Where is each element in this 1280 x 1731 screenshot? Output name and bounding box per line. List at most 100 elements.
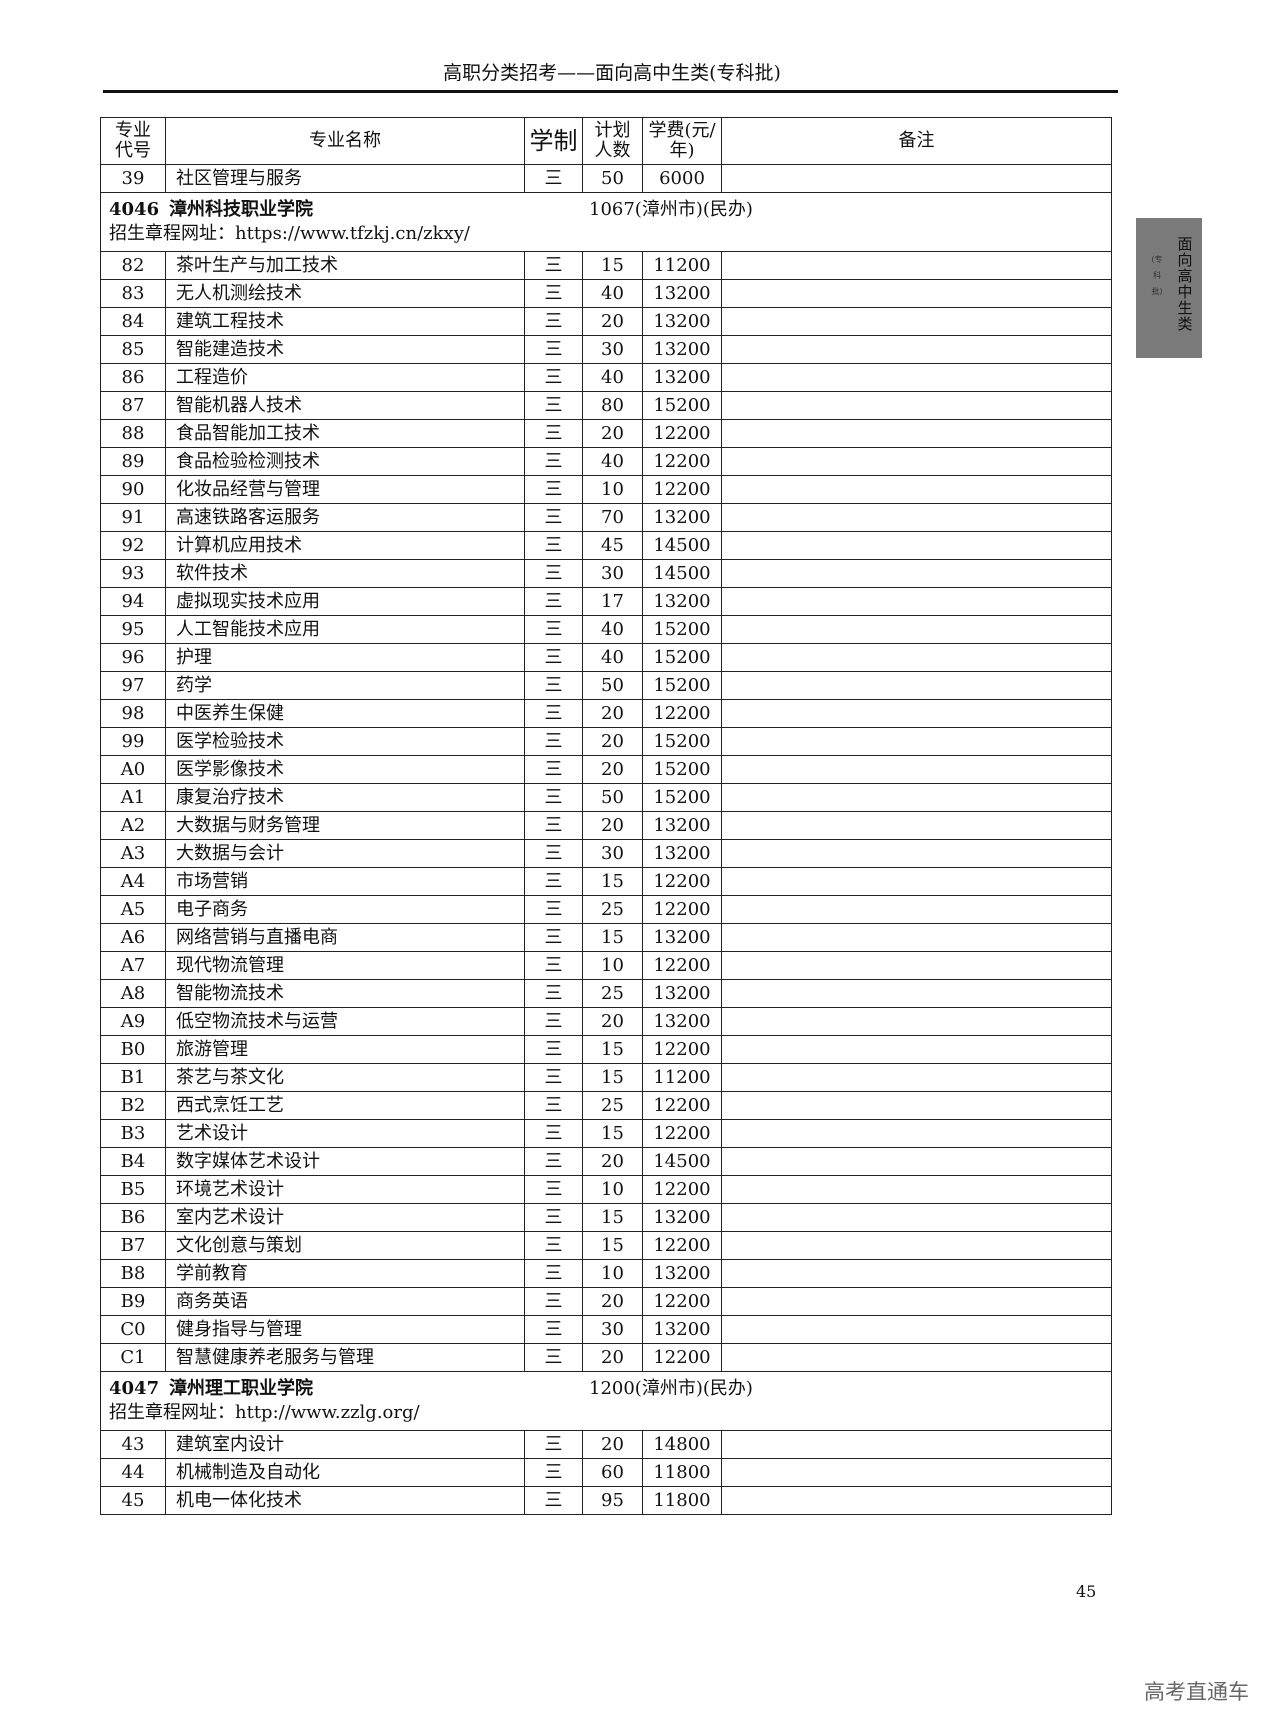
study-years: 三 — [524, 867, 583, 896]
plan-count: 15 — [582, 1231, 643, 1260]
tuition-fee: 13200 — [642, 1259, 722, 1288]
school-url: 招生章程网址：https://www.tfzkj.cn/zkxy/ — [109, 223, 470, 244]
tuition-fee: 15200 — [642, 727, 722, 756]
tuition-fee: 14500 — [642, 1147, 722, 1176]
plan-count: 15 — [582, 1063, 643, 1092]
plan-count: 20 — [582, 755, 643, 784]
school-cell: 4047 漳州理工职业学院 1200(漳州市)(民办) 招生章程网址：http://w… — [100, 1371, 1112, 1431]
table-row: 89 食品检验检测技术三 40 12200 — [100, 447, 1112, 476]
table-row: B6 室内艺术设计三 15 13200 — [100, 1203, 1112, 1232]
note — [721, 1091, 1112, 1120]
header-fee-text: 学费(元/年) — [648, 120, 716, 161]
major-code: A8 — [100, 979, 166, 1008]
note — [721, 615, 1112, 644]
header-plan-text: 计划人数 — [594, 120, 631, 161]
note — [721, 559, 1112, 588]
note — [721, 447, 1112, 476]
tuition-fee: 12200 — [642, 895, 722, 924]
table-row: 99 医学检验技术三 20 15200 — [100, 727, 1112, 756]
plan-count: 40 — [582, 279, 643, 308]
plan-count: 20 — [582, 307, 643, 336]
major-name: 室内艺术设计 — [165, 1203, 525, 1232]
table-row: 45 机电一体化技术三 95 11800 — [100, 1486, 1112, 1515]
note — [721, 1458, 1112, 1487]
plan-count: 20 — [582, 1147, 643, 1176]
side-tab-main-text: 面向高中生类 — [1177, 235, 1193, 333]
tuition-fee: 13200 — [642, 279, 722, 308]
major-code: 96 — [100, 643, 166, 672]
plan-count: 20 — [582, 419, 643, 448]
major-name: 康复治疗技术 — [165, 783, 525, 812]
study-years: 三 — [524, 895, 583, 924]
tuition-fee: 13200 — [642, 1007, 722, 1036]
table-row: 93 软件技术三 30 14500 — [100, 559, 1112, 588]
major-code: A0 — [100, 755, 166, 784]
plan-count: 50 — [582, 164, 643, 193]
tuition-fee: 11200 — [642, 1063, 722, 1092]
note — [721, 951, 1112, 980]
major-name: 大数据与会计 — [165, 839, 525, 868]
school-name: 漳州理工职业学院 — [169, 1378, 313, 1399]
tuition-fee: 12200 — [642, 1175, 722, 1204]
major-code: B3 — [100, 1119, 166, 1148]
major-code: B0 — [100, 1035, 166, 1064]
note — [721, 1147, 1112, 1176]
note — [721, 1259, 1112, 1288]
major-name: 学前教育 — [165, 1259, 525, 1288]
major-code: 97 — [100, 671, 166, 700]
tuition-fee: 13200 — [642, 979, 722, 1008]
major-name: 智能建造技术 — [165, 335, 525, 364]
tuition-fee: 13200 — [642, 307, 722, 336]
major-name: 机械制造及自动化 — [165, 1458, 525, 1487]
note — [721, 1035, 1112, 1064]
table-row: 83 无人机测绘技术三 40 13200 — [100, 279, 1112, 308]
plan-count: 20 — [582, 1430, 643, 1459]
table-row: 39 社区管理与服务三 50 6000 — [100, 164, 1112, 193]
note — [721, 251, 1112, 280]
table-row: 96 护理三 40 15200 — [100, 643, 1112, 672]
table-row: A3 大数据与会计三 30 13200 — [100, 839, 1112, 868]
major-name: 智能物流技术 — [165, 979, 525, 1008]
tuition-fee: 12200 — [642, 699, 722, 728]
major-name: 计算机应用技术 — [165, 531, 525, 560]
study-years: 三 — [524, 1147, 583, 1176]
major-code: 94 — [100, 587, 166, 616]
table-row: B9 商务英语三 20 12200 — [100, 1287, 1112, 1316]
study-years: 三 — [524, 643, 583, 672]
major-code: 45 — [100, 1486, 166, 1515]
major-name: 人工智能技术应用 — [165, 615, 525, 644]
school-info: 1067(漳州市)(民办) — [589, 199, 753, 220]
tuition-fee: 13200 — [642, 1315, 722, 1344]
header-code-text: 专业代号 — [115, 120, 151, 161]
major-name: 文化创意与策划 — [165, 1231, 525, 1260]
tuition-fee: 13200 — [642, 923, 722, 952]
table-row: 85 智能建造技术三 30 13200 — [100, 335, 1112, 364]
study-years: 三 — [524, 727, 583, 756]
major-name: 商务英语 — [165, 1287, 525, 1316]
table-row: A0 医学影像技术三 20 15200 — [100, 755, 1112, 784]
note — [721, 643, 1112, 672]
study-years: 三 — [524, 1007, 583, 1036]
table-row: A7 现代物流管理三 10 12200 — [100, 951, 1112, 980]
table-header-row: 专业代号 专业名称 学制 计划人数 学费(元/年) 备注 — [100, 117, 1112, 165]
table-row: 86 工程造价三 40 13200 — [100, 363, 1112, 392]
plan-count: 45 — [582, 531, 643, 560]
school-title-line: 4046 漳州科技职业学院 1067(漳州市)(民办) — [109, 198, 1103, 222]
study-years: 三 — [524, 419, 583, 448]
school-row: 4046 漳州科技职业学院 1067(漳州市)(民办) 招生章程网址：https://… — [100, 192, 1112, 252]
note — [721, 867, 1112, 896]
note — [721, 363, 1112, 392]
study-years: 三 — [524, 1287, 583, 1316]
tuition-fee: 15200 — [642, 643, 722, 672]
tuition-fee: 13200 — [642, 503, 722, 532]
side-tab-sub-text: (专科批) — [1151, 255, 1163, 296]
note — [721, 1203, 1112, 1232]
tuition-fee: 15200 — [642, 671, 722, 700]
plan-count: 40 — [582, 615, 643, 644]
major-name: 工程造价 — [165, 363, 525, 392]
major-code: A4 — [100, 867, 166, 896]
note — [721, 503, 1112, 532]
plan-count: 20 — [582, 1287, 643, 1316]
plan-count: 95 — [582, 1486, 643, 1515]
school-title-line: 4047 漳州理工职业学院 1200(漳州市)(民办) — [109, 1377, 1103, 1401]
